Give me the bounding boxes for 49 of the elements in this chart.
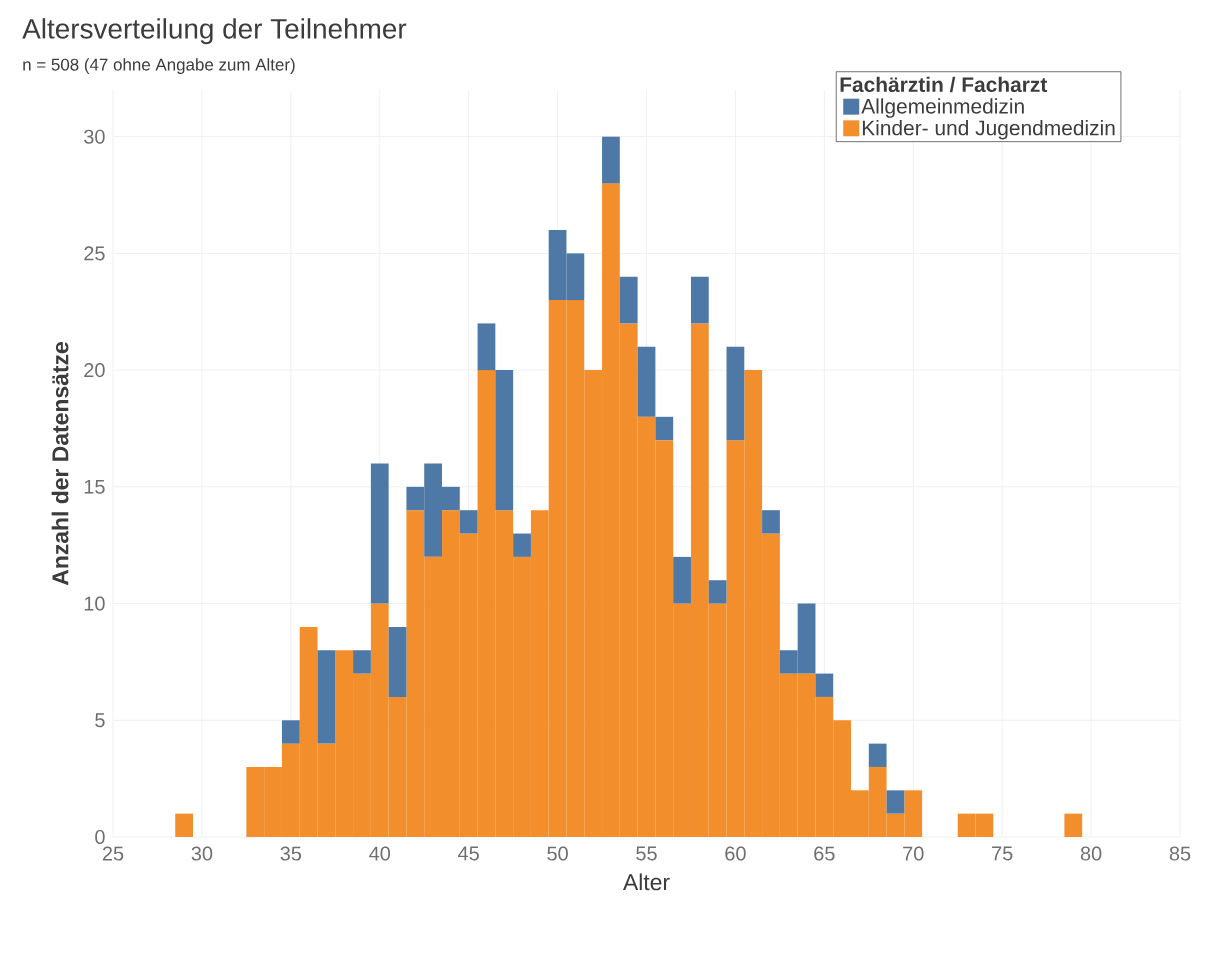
- x-tick-label: 30: [191, 846, 213, 861]
- bar: [495, 370, 514, 511]
- chart-title: Altersverteilung der Teilnehmer: [22, 18, 407, 45]
- x-axis-title: Alter: [622, 873, 670, 891]
- legend-label: Allgemeinmedizin: [861, 98, 1024, 118]
- bar: [602, 136, 620, 184]
- legend-label: Kinder- und Jugendmedizin: [862, 120, 1115, 140]
- bar: [726, 346, 745, 441]
- y-axis-title: Anzahl der Datensätze: [51, 342, 69, 586]
- bar: [477, 323, 496, 371]
- y-tick-label: 25: [84, 246, 105, 261]
- x-tick-label: 80: [1080, 846, 1102, 861]
- bar: [513, 533, 531, 557]
- x-tick-label: 70: [903, 846, 924, 861]
- x-tick-label: 55: [636, 846, 657, 861]
- x-tick-label: 50: [547, 846, 568, 861]
- y-tick-label: 30: [84, 129, 105, 144]
- bar: [815, 673, 834, 697]
- legend-title: Fachärztin / Facharzt: [840, 76, 1048, 93]
- bar: [459, 510, 478, 534]
- bar: [353, 650, 371, 674]
- x-tick-label: 35: [280, 846, 302, 861]
- bar: [673, 556, 691, 604]
- bar: [708, 580, 727, 604]
- bar: [762, 510, 780, 534]
- y-tick-label: 20: [84, 363, 105, 378]
- bar: [619, 276, 638, 324]
- bar: [690, 276, 709, 324]
- bar: [886, 790, 905, 814]
- x-tick-label: 75: [992, 846, 1013, 861]
- bar: [1064, 813, 1083, 837]
- chart-subtitle: n = 508 (47 ohne Angabe zum Alter): [23, 58, 295, 74]
- bar: [281, 720, 300, 744]
- bar: [655, 416, 674, 441]
- bar: [175, 813, 194, 837]
- x-tick-label: 85: [1169, 846, 1191, 861]
- bar: [317, 650, 336, 744]
- y-tick-label: 0: [95, 829, 105, 845]
- x-tick-label: 60: [725, 846, 746, 861]
- x-tick-label: 40: [369, 846, 391, 861]
- x-tick-label: 65: [814, 846, 835, 861]
- bar: [868, 743, 887, 767]
- bar: [370, 463, 389, 604]
- bar: [637, 346, 656, 417]
- bar: [388, 626, 407, 697]
- x-tick-label: 45: [458, 846, 479, 861]
- y-tick-label: 15: [84, 479, 105, 494]
- y-tick-label: 10: [84, 596, 105, 611]
- y-tick-label: 5: [95, 713, 105, 728]
